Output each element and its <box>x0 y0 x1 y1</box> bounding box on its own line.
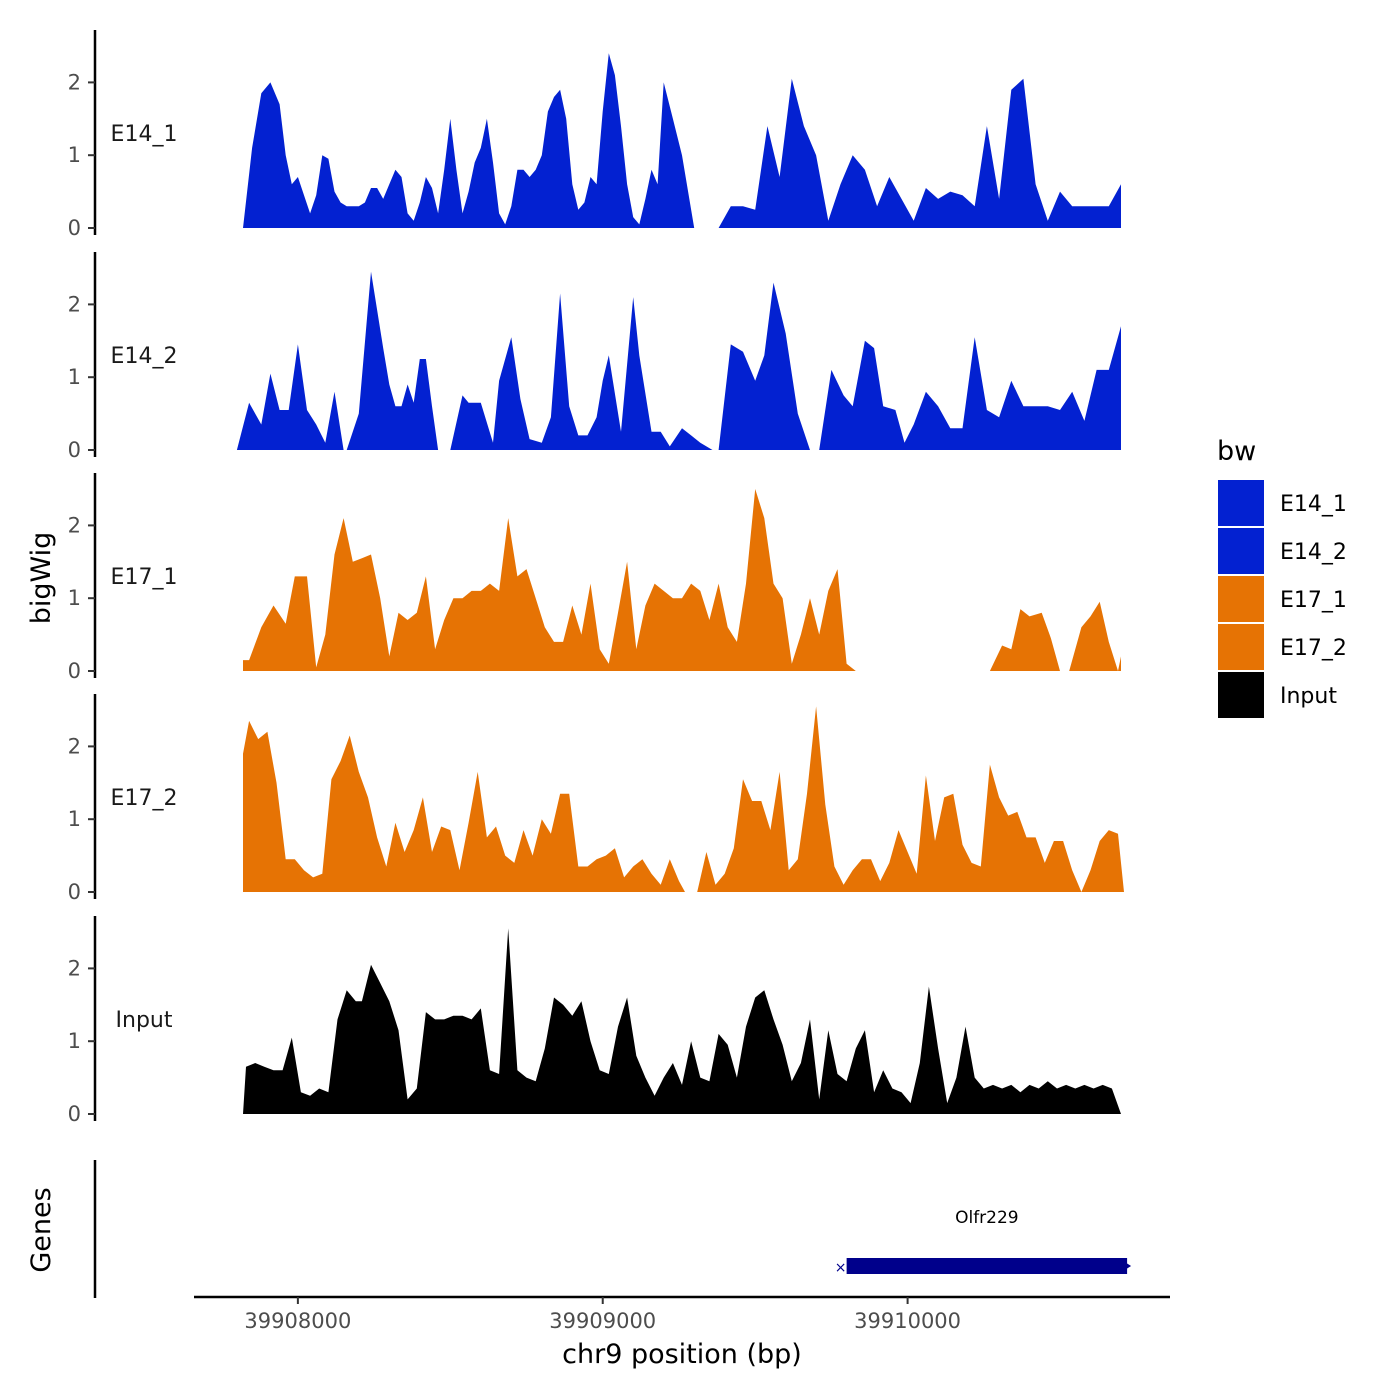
x-tick-label: 39910000 <box>854 1309 961 1333</box>
coverage-area-E14_2 <box>819 326 1121 450</box>
x-axis-title: chr9 position (bp) <box>562 1339 802 1370</box>
track-E14_1: 0 1 2 E14_1 <box>68 30 1121 240</box>
track-E17_2: 0 1 2 E17_2 <box>68 694 1124 904</box>
track-label: Input <box>116 1008 173 1033</box>
y-tick-label: 2 <box>68 70 81 94</box>
legend-swatch-Input <box>1218 672 1264 718</box>
track-label: E14_2 <box>111 344 178 369</box>
coverage-area-E14_2 <box>718 282 817 450</box>
coverage-area-E17_1 <box>1069 601 1121 671</box>
y-tick-label: 0 <box>68 1102 81 1126</box>
y-tick-label: 1 <box>68 586 81 610</box>
y-tick-label: 1 <box>68 365 81 389</box>
coverage-area-E17_1 <box>989 609 1060 671</box>
legend-label: E17_1 <box>1280 588 1347 613</box>
y-tick-label: 2 <box>68 956 81 980</box>
coverage-area-E14_2 <box>450 293 713 450</box>
gene-arrow-end <box>1123 1261 1132 1271</box>
track-label: E17_1 <box>111 565 178 590</box>
y-tick-label: 0 <box>68 880 81 904</box>
legend-swatch-E17_1 <box>1218 576 1264 622</box>
legend-swatch-E14_2 <box>1218 528 1264 574</box>
x-tick-label: 39908000 <box>244 1309 351 1333</box>
track-E14_2: 0 1 2 E14_2 <box>68 252 1121 462</box>
legend-title: bw <box>1217 436 1256 467</box>
coverage-area-E17_2 <box>697 706 1124 892</box>
legend-label: E17_2 <box>1280 636 1347 661</box>
track-Input: 0 1 2 Input <box>68 916 1121 1126</box>
legend-label: E14_2 <box>1280 540 1347 565</box>
gene-label: Olfr229 <box>955 1208 1019 1228</box>
track-label: E14_1 <box>111 122 178 147</box>
legend-label: Input <box>1280 684 1337 709</box>
y-tick-label: 0 <box>68 659 81 683</box>
track-panels: 0 1 2 E14_1 0 1 2 E14_2 0 1 2 E17_1 0 1 2 E17_2 0 1 2 Input <box>68 30 1124 1126</box>
coverage-area-E14_1 <box>243 53 695 228</box>
x-tick-label: 39909000 <box>549 1309 656 1333</box>
legend-swatch-E14_1 <box>1218 480 1264 526</box>
genes-axis-title: Genes <box>26 1187 57 1272</box>
gene-strand-marker: × <box>835 1260 847 1276</box>
y-tick-label: 2 <box>68 292 81 316</box>
legend-swatch-E17_2 <box>1218 624 1264 670</box>
coverage-area-E14_1 <box>718 78 1121 228</box>
coverage-area-E17_1 <box>243 489 856 671</box>
x-axis: 39908000 39909000 39910000 <box>194 1295 1170 1333</box>
y-tick-label: 1 <box>68 143 81 167</box>
genes-panel: × Olfr229 <box>93 1160 1132 1298</box>
y-tick-label: 0 <box>68 438 81 462</box>
y-tick-label: 1 <box>68 1029 81 1053</box>
track-label: E17_2 <box>111 786 178 811</box>
y-tick-label: 2 <box>68 513 81 537</box>
coverage-area-E14_2 <box>346 271 439 450</box>
y-axis-title: bigWig <box>26 532 57 625</box>
track-E17_1: 0 1 2 E17_1 <box>68 473 1121 683</box>
coverage-area-E17_2 <box>243 720 685 892</box>
coverage-area-Input <box>243 928 1121 1114</box>
legend: bw E14_1 E14_2 E17_1 E17_2 Input <box>1217 436 1347 718</box>
coverage-area-E14_2 <box>236 344 344 450</box>
y-tick-label: 0 <box>68 216 81 240</box>
y-tick-label: 1 <box>68 807 81 831</box>
y-tick-label: 2 <box>68 734 81 758</box>
legend-label: E14_1 <box>1280 492 1347 517</box>
gene-body <box>846 1258 1128 1274</box>
